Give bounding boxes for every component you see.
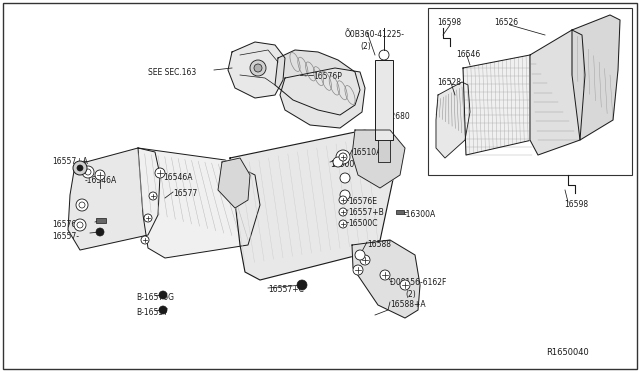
Circle shape [159,306,167,314]
Text: 16577: 16577 [173,189,197,198]
Text: B-16576G: B-16576G [136,293,174,302]
Text: 16500: 16500 [330,160,355,169]
Circle shape [339,208,347,216]
Circle shape [144,214,152,222]
Circle shape [250,60,266,76]
Text: 16598: 16598 [564,200,588,209]
Text: 16546: 16546 [456,50,480,59]
Circle shape [82,166,94,178]
Circle shape [336,150,350,164]
Text: 16500C: 16500C [348,219,378,228]
Circle shape [360,255,370,265]
Circle shape [254,64,262,72]
Circle shape [149,192,157,200]
Polygon shape [228,42,285,98]
Circle shape [141,236,149,244]
Text: -16300A: -16300A [404,210,436,219]
Text: 16546A: 16546A [163,173,193,182]
Circle shape [340,173,350,183]
Text: (2): (2) [360,42,371,51]
Circle shape [340,190,350,200]
Text: 16576P: 16576P [313,72,342,81]
Bar [96,218,106,222]
Text: 16576E: 16576E [348,197,377,206]
Text: Õ0B360-41225-: Õ0B360-41225- [345,30,405,39]
Text: 16510A: 16510A [352,148,381,157]
Circle shape [339,196,347,204]
Text: Ð08156-6162F: Ð08156-6162F [390,278,446,287]
Polygon shape [352,130,405,188]
Text: 16576G-: 16576G- [52,220,85,229]
Polygon shape [275,50,360,115]
Circle shape [74,219,86,231]
Polygon shape [463,55,532,155]
Circle shape [380,270,390,280]
Circle shape [339,153,347,161]
Polygon shape [138,148,260,258]
Text: 16598: 16598 [437,18,461,27]
Text: 16526: 16526 [494,18,518,27]
Polygon shape [68,148,160,250]
Polygon shape [530,30,585,155]
Text: 16557+C: 16557+C [268,285,304,294]
Text: -16546A: -16546A [85,176,117,185]
Text: R1650040: R1650040 [546,348,589,357]
Polygon shape [280,68,365,128]
Circle shape [73,161,87,175]
Circle shape [77,222,83,228]
Circle shape [79,202,85,208]
Text: 16557-: 16557- [52,232,79,241]
Circle shape [76,199,88,211]
Polygon shape [572,15,620,140]
Text: SEE SEC.163: SEE SEC.163 [148,68,196,77]
Circle shape [353,265,363,275]
Circle shape [85,169,91,175]
Circle shape [95,170,105,180]
Polygon shape [436,82,470,158]
Text: 16557+A: 16557+A [52,157,88,166]
Text: 16528: 16528 [437,78,461,87]
Bar [375,60,393,140]
Circle shape [333,157,343,167]
Circle shape [77,165,83,171]
Circle shape [339,220,347,228]
Text: -22680: -22680 [384,112,411,121]
Circle shape [355,250,365,260]
Polygon shape [230,130,395,280]
Circle shape [379,50,389,60]
Circle shape [155,168,165,178]
Circle shape [400,280,410,290]
Text: B-16557: B-16557 [136,308,168,317]
Circle shape [96,228,104,236]
Circle shape [297,280,307,290]
Polygon shape [218,158,250,208]
Text: 16588+A: 16588+A [390,300,426,309]
Bar [396,210,404,214]
Bar [428,8,632,175]
Text: 16557+B: 16557+B [348,208,384,217]
Polygon shape [352,240,420,318]
Bar [378,140,390,162]
Text: (2): (2) [405,290,416,299]
Circle shape [159,291,167,299]
Text: 16588: 16588 [367,240,391,249]
